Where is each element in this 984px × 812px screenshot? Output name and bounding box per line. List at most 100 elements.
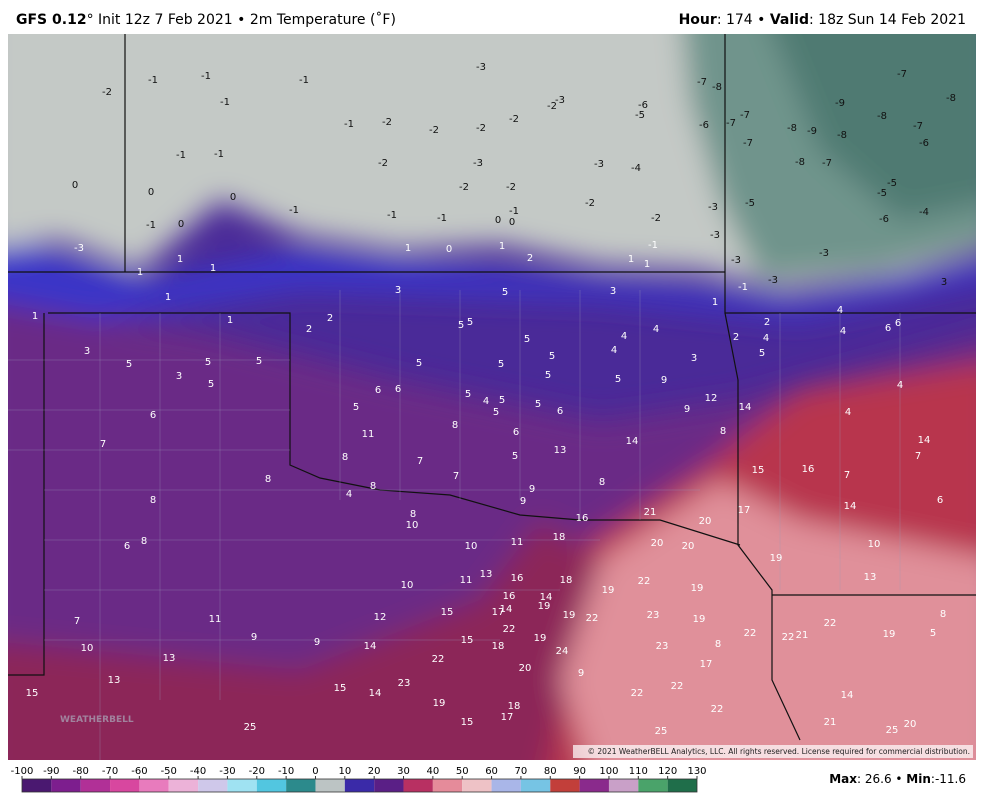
temperature-label: 1 — [210, 263, 216, 274]
run-details: ° Init 12z 7 Feb 2021 • 2m Temperature (… — [87, 11, 396, 28]
temperature-label: 25 — [886, 725, 899, 736]
temperature-label: 14 — [364, 641, 377, 652]
temperature-label: -1 — [214, 149, 224, 160]
colorbar-tick-label: 0 — [312, 766, 318, 777]
temperature-label: 1 — [32, 311, 38, 322]
temperature-label: 11 — [460, 575, 473, 586]
temperature-label: 7 — [100, 439, 106, 450]
temperature-label: 23 — [398, 678, 411, 689]
temperature-label: 1 — [177, 254, 183, 265]
temperature-label: 4 — [346, 489, 352, 500]
temperature-label: 0 — [509, 217, 515, 228]
colorbar-segment — [432, 779, 463, 792]
temperature-label: 22 — [432, 654, 445, 665]
colorbar-segment — [374, 779, 404, 792]
temperature-label: 21 — [824, 717, 837, 728]
temperature-label: -6 — [699, 120, 709, 131]
temperature-label: -7 — [740, 110, 750, 121]
temperature-label: 9 — [578, 668, 584, 679]
colorbar-segment — [168, 779, 199, 792]
temperature-label: 8 — [410, 509, 416, 520]
colorbar-tick-label: 80 — [544, 766, 557, 777]
temperature-label: 9 — [684, 404, 690, 415]
colorbar-frame — [21, 778, 698, 793]
colorbar-segment — [403, 779, 433, 792]
temperature-label: 8 — [715, 639, 721, 650]
max-value: : 26.6 • — [857, 772, 906, 786]
temperature-label: -9 — [835, 98, 845, 109]
temperature-label: 13 — [864, 572, 877, 583]
temperature-labels: -2-1 -1-1-1-3-1 -2-2 -2-2-2-3 -6-5-6-8-7-7-7… — [26, 62, 956, 737]
temperature-label: 5 — [353, 402, 359, 413]
temperature-label: 9 — [661, 375, 667, 386]
colorbar-tick-label: 120 — [658, 766, 677, 777]
temperature-label: 19 — [538, 601, 551, 612]
temperature-label: -2 — [382, 117, 392, 128]
temperature-label: 17 — [738, 505, 751, 516]
temperature-label: 19 — [883, 629, 896, 640]
hour-value: : 174 • — [717, 12, 770, 28]
temperature-label: 15 — [461, 635, 474, 646]
temperature-label: 14 — [918, 435, 931, 446]
temperature-label: -5 — [635, 110, 645, 121]
colorbar-tick-label: -80 — [73, 766, 89, 777]
temperature-label: 8 — [141, 536, 147, 547]
temperature-label: -6 — [919, 138, 929, 149]
temperature-label: -4 — [919, 207, 929, 218]
temperature-label: 6 — [395, 384, 401, 395]
colorbar-tick-label: 130 — [687, 766, 706, 777]
temperature-label: 19 — [691, 583, 704, 594]
temperature-label: -1 — [738, 282, 748, 293]
temperature-label: -2 — [547, 101, 557, 112]
temperature-label: 9 — [529, 484, 535, 495]
min-label: Min — [906, 772, 931, 786]
temperature-label: 8 — [370, 481, 376, 492]
colorbar-segment — [550, 779, 580, 792]
temperature-label: -3 — [476, 62, 486, 73]
colorbar-tick-label: -10 — [278, 766, 294, 777]
temperature-label: 2 — [327, 313, 333, 324]
temperature-label: 3 — [610, 286, 616, 297]
colorbar-segment — [579, 779, 609, 792]
temperature-label: 19 — [534, 633, 547, 644]
temperature-label: 6 — [885, 323, 891, 334]
temperature-label: 18 — [553, 532, 566, 543]
temperature-label: 18 — [508, 701, 521, 712]
temperature-label: 4 — [621, 331, 627, 342]
colorbar-tick-label: -70 — [102, 766, 118, 777]
colorbar-segment — [22, 779, 52, 792]
temperature-label: 4 — [840, 326, 846, 337]
temperature-label: 3 — [395, 285, 401, 296]
temperature-label: -7 — [822, 158, 832, 169]
temperature-label: 5 — [524, 334, 530, 345]
temperature-label: -3 — [473, 158, 483, 169]
temperature-label: -5 — [877, 188, 887, 199]
temperature-label: 1 — [405, 243, 411, 254]
temperature-label: 7 — [844, 470, 850, 481]
temperature-label: -3 — [710, 230, 720, 241]
temperature-label: -7 — [697, 77, 707, 88]
colorbar-segment — [315, 779, 345, 792]
temperature-label: -2 — [651, 213, 661, 224]
temperature-label: 5 — [512, 451, 518, 462]
temperature-label: -2 — [102, 87, 112, 98]
temperature-label: 1 — [499, 241, 505, 252]
temperature-label: -6 — [879, 214, 889, 225]
temperature-label: 4 — [897, 380, 903, 391]
temperature-label: 6 — [124, 541, 130, 552]
temperature-label: -2 — [509, 114, 519, 125]
temperature-label: 5 — [205, 357, 211, 368]
temperature-label: -2 — [459, 182, 469, 193]
temperature-label: 8 — [342, 452, 348, 463]
temperature-label: 5 — [499, 395, 505, 406]
temperature-label: -1 — [176, 150, 186, 161]
temperature-label: 11 — [511, 537, 524, 548]
colorbar-tick-label: 10 — [338, 766, 351, 777]
colorbar-segment — [638, 779, 668, 792]
temperature-label: 0 — [495, 215, 501, 226]
temperature-label: 2 — [764, 317, 770, 328]
temperature-label: 2 — [733, 332, 739, 343]
temperature-label: 8 — [452, 420, 458, 431]
temperature-label: 13 — [554, 445, 567, 456]
